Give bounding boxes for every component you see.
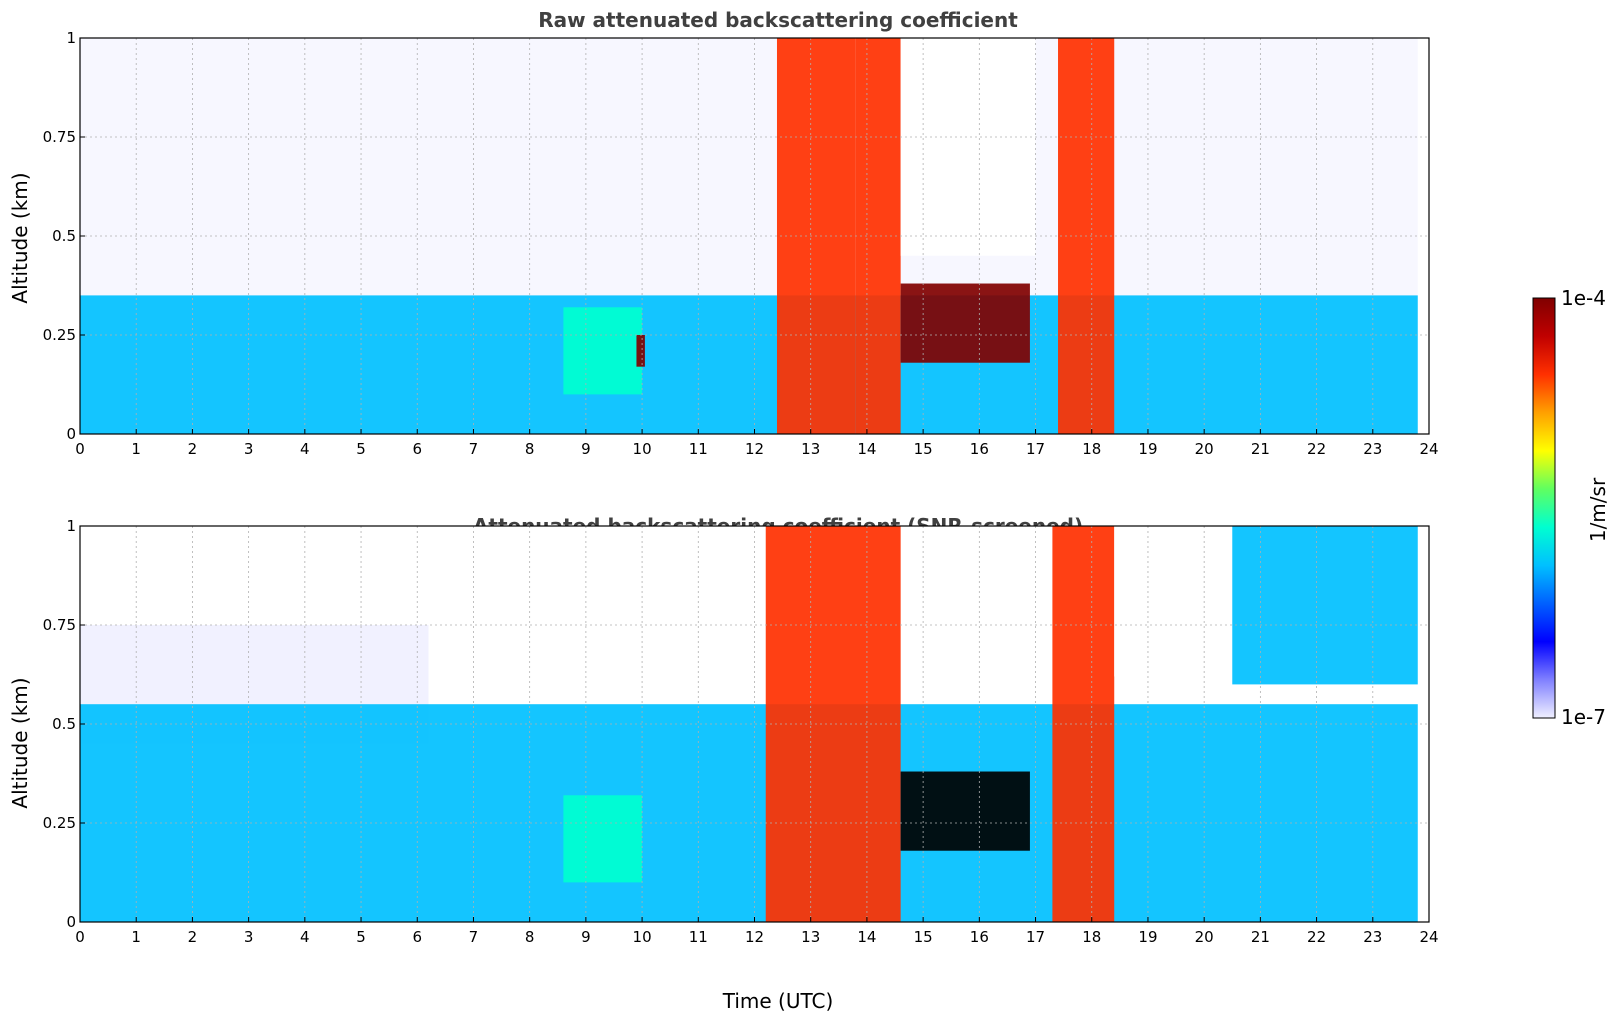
x-tick-label: 8 — [525, 440, 535, 458]
heatmap-feature — [900, 283, 1030, 363]
x-tick-label: 21 — [1251, 928, 1270, 946]
x-tick-label: 24 — [1419, 928, 1438, 946]
x-tick-label: 9 — [581, 928, 591, 946]
y-tick-label: 1 — [66, 29, 76, 47]
x-tick-label: 5 — [356, 440, 366, 458]
heatmap-feature — [855, 38, 901, 434]
panel-raw-ylabel: Altitude (km) — [8, 172, 32, 303]
x-tick-label: 7 — [469, 928, 479, 946]
panel-screened-xlabel: Time (UTC) — [722, 989, 834, 1013]
x-tick-label: 12 — [745, 928, 764, 946]
x-tick-label: 23 — [1363, 440, 1382, 458]
x-tick-label: 18 — [1082, 440, 1101, 458]
x-tick-label: 5 — [356, 928, 366, 946]
y-tick-label: 1 — [66, 517, 76, 535]
y-tick-label: 0 — [66, 425, 76, 443]
x-tick-label: 8 — [525, 928, 535, 946]
x-tick-label: 10 — [633, 440, 652, 458]
x-tick-label: 1 — [131, 440, 141, 458]
heatmap-feature — [765, 526, 901, 922]
heatmap-feature — [80, 38, 1418, 316]
x-tick-label: 14 — [857, 440, 876, 458]
plot-area-raw: 0 1 2 3 4 5 6 7 8 9 10 11 12 13 14 15 16 17 18 19 20 21 22 23 24… — [43, 29, 1439, 458]
x-tick-label: 3 — [244, 928, 254, 946]
x-tick-label: 4 — [300, 928, 310, 946]
x-tick-label: 24 — [1419, 440, 1438, 458]
heatmap-feature — [563, 307, 643, 395]
x-tick-label: 12 — [745, 440, 764, 458]
heatmap-feature — [80, 704, 1418, 922]
heatmap-feature — [900, 771, 1030, 851]
heatmap-feature — [1052, 526, 1115, 922]
x-tick-label: 17 — [1026, 928, 1045, 946]
x-tick-label: 6 — [412, 440, 422, 458]
panel-screened: Attenuated backscattering coefficient (S… — [8, 514, 1439, 1013]
x-tick-label: 17 — [1026, 440, 1045, 458]
x-tick-label: 6 — [412, 928, 422, 946]
colorbar-min-label: 1e-7 — [1561, 705, 1606, 729]
x-tick-label: 20 — [1195, 440, 1214, 458]
x-tick-label: 16 — [970, 928, 989, 946]
y-tick-label: 0.25 — [43, 326, 76, 344]
x-tick-label: 18 — [1082, 928, 1101, 946]
heatmap-feature — [563, 795, 643, 883]
y-tick-label: 0.25 — [43, 814, 76, 832]
x-tick-label: 15 — [914, 440, 933, 458]
colorbar: 1e-4 1e-7 1/m/sr — [1532, 286, 1610, 729]
x-tick-label: 9 — [581, 440, 591, 458]
heatmap-feature — [1232, 526, 1418, 685]
x-tick-label: 20 — [1195, 928, 1214, 946]
y-tick-label: 0.5 — [52, 715, 76, 733]
x-tick-label: 22 — [1307, 928, 1326, 946]
x-tick-label: 16 — [970, 440, 989, 458]
x-tick-label: 19 — [1138, 440, 1157, 458]
gridlines — [79, 37, 1430, 435]
x-tick-label: 4 — [300, 440, 310, 458]
x-tick-label: 1 — [131, 928, 141, 946]
y-tick-label: 0.5 — [52, 227, 76, 245]
x-tick-label: 14 — [857, 928, 876, 946]
x-tick-label: 7 — [469, 440, 479, 458]
x-tick-label: 11 — [689, 928, 708, 946]
y-tick-label: 0.75 — [43, 128, 76, 146]
heatmap-features — [80, 526, 1418, 922]
panel-screened-ylabel: Altitude (km) — [8, 677, 32, 808]
x-tick-label: 3 — [244, 440, 254, 458]
x-tick-label: 0 — [75, 928, 85, 946]
plot-area-screened: 0 1 2 3 4 5 6 7 8 9 10 11 12 13 14 15 16 17 18 19 20 21 22 23 24… — [43, 517, 1439, 946]
x-tick-label: 13 — [801, 440, 820, 458]
x-tick-label: 23 — [1363, 928, 1382, 946]
x-tick-label: 19 — [1138, 928, 1157, 946]
x-tick-label: 13 — [801, 928, 820, 946]
y-tick-label: 0.75 — [43, 616, 76, 634]
x-tick-label: 21 — [1251, 440, 1270, 458]
panel-raw: Raw attenuated backscattering coefficien… — [8, 8, 1439, 458]
x-tick-label: 0 — [75, 440, 85, 458]
x-tick-label: 15 — [914, 928, 933, 946]
x-tick-label: 2 — [188, 440, 198, 458]
panel-raw-title: Raw attenuated backscattering coefficien… — [538, 8, 1018, 32]
heatmap-feature — [1114, 526, 1233, 677]
x-tick-label: 11 — [689, 440, 708, 458]
x-tick-label: 22 — [1307, 440, 1326, 458]
heatmap-feature — [636, 335, 645, 367]
heatmap-feature — [80, 295, 1418, 434]
x-tick-label: 2 — [188, 928, 198, 946]
heatmap-feature — [900, 38, 1036, 256]
colorbar-label: 1/m/sr — [1586, 477, 1610, 542]
colorbar-max-label: 1e-4 — [1561, 286, 1606, 310]
y-tick-label: 0 — [66, 913, 76, 931]
colorbar-gradient — [1532, 297, 1556, 719]
x-tick-label: 10 — [633, 928, 652, 946]
